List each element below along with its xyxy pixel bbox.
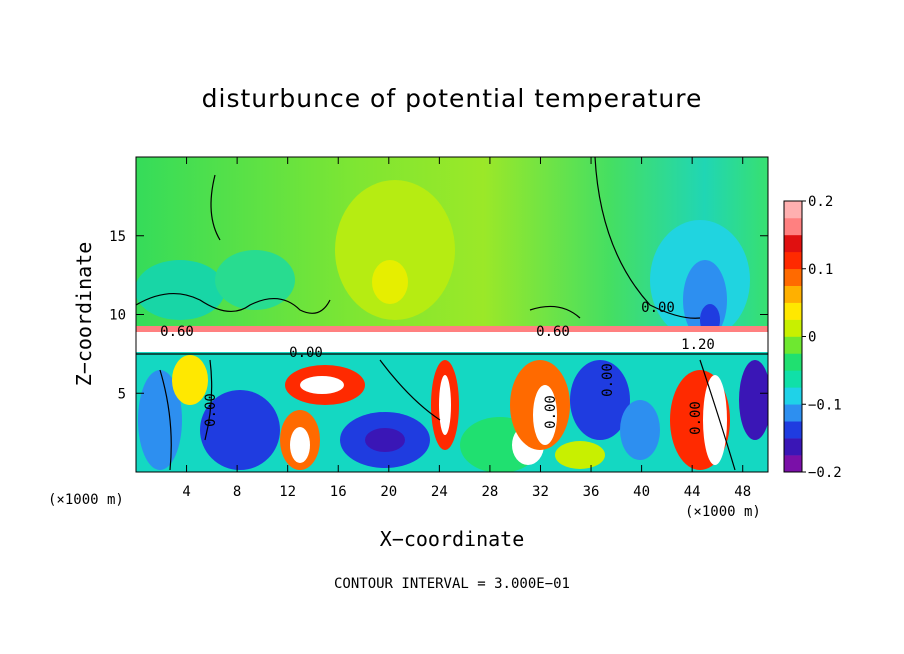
colorbar-swatch xyxy=(784,285,802,303)
field-area xyxy=(136,157,768,472)
contour-interval-caption: CONTOUR INTERVAL = 3.000E−01 xyxy=(333,576,570,592)
x-tick-label: 16 xyxy=(330,484,347,500)
x-axis-label: X−coordinate xyxy=(380,527,525,551)
x-tick-label: 4 xyxy=(182,484,190,500)
x-axis: 4 8 12 16 20 24 28 32 36 40 44 48 xyxy=(182,157,751,500)
contour-label: 0.00 xyxy=(543,395,559,429)
x-tick-label: 36 xyxy=(583,484,600,500)
colorbar-swatch xyxy=(784,438,802,456)
inversion-band xyxy=(136,332,768,352)
y-unit-label: (×1000 m) xyxy=(48,492,124,508)
colorbar-swatch xyxy=(784,455,802,473)
eddy-blobs xyxy=(138,355,768,472)
x-unit-label: (×1000 m) xyxy=(685,504,761,520)
x-tick-label: 48 xyxy=(734,484,751,500)
colorbar-swatch xyxy=(784,302,802,320)
colorbar-swatch xyxy=(784,319,802,337)
y-axis: 5 10 15 xyxy=(109,229,768,402)
y-tick-label: 10 xyxy=(109,308,126,324)
warm-blob xyxy=(335,180,455,320)
x-tick-label: 28 xyxy=(481,484,498,500)
contour-label: 0.00 xyxy=(600,363,616,397)
x-tick-label: 40 xyxy=(633,484,650,500)
colorbar-tick-label: 0.2 xyxy=(808,194,833,210)
colorbar-tick-label: 0.1 xyxy=(808,262,833,278)
x-tick-label: 8 xyxy=(233,484,241,500)
colorbar-swatch xyxy=(784,370,802,388)
contour-label: 0.60 xyxy=(160,324,194,340)
contour-label-layer: 0.60 0.00 0.60 0.00 1.20 0.00 0.00 0.00 0.00 xyxy=(160,300,715,435)
cool-patch xyxy=(136,260,225,320)
colorbar-tick-label: −0.1 xyxy=(808,397,842,413)
colorbar-swatch xyxy=(784,387,802,405)
contour-label: 0.60 xyxy=(536,324,570,340)
cool-patch xyxy=(215,250,295,310)
contour-label: 0.00 xyxy=(203,393,219,427)
colorbar-swatch xyxy=(784,336,802,354)
inversion-line xyxy=(136,326,768,332)
colorbar-swatch xyxy=(784,251,802,270)
colorbar-swatch xyxy=(784,421,802,439)
colorbar-tick-label: −0.2 xyxy=(808,465,842,481)
chart-title: disturbunce of potential temperature xyxy=(201,84,703,113)
contour-label: 0.00 xyxy=(289,345,323,361)
x-tick-label: 20 xyxy=(380,484,397,500)
colorbar-swatch xyxy=(784,201,802,219)
colorbar-swatch xyxy=(784,268,802,286)
colorbar-tick-label: 0 xyxy=(808,330,816,346)
contour-label: 0.00 xyxy=(688,401,704,435)
contour-label: 0.00 xyxy=(641,300,675,316)
colorbar: 0.2 0.1 0 −0.1 −0.2 xyxy=(783,194,842,481)
contour-lines xyxy=(136,157,768,471)
y-tick-label: 15 xyxy=(109,229,126,245)
colorbar-swatch xyxy=(784,353,802,371)
x-tick-label: 12 xyxy=(279,484,296,500)
y-axis-label: Z−coordinate xyxy=(72,242,96,387)
warm-core xyxy=(372,260,408,304)
colorbar-swatch xyxy=(784,404,802,422)
y-tick-label: 5 xyxy=(118,386,126,402)
colorbar-swatch xyxy=(784,234,802,253)
colorbar-swatch xyxy=(784,217,802,236)
x-tick-label: 44 xyxy=(684,484,701,500)
x-tick-label: 24 xyxy=(431,484,448,500)
contour-label: 1.20 xyxy=(681,337,715,353)
x-tick-label: 32 xyxy=(532,484,549,500)
